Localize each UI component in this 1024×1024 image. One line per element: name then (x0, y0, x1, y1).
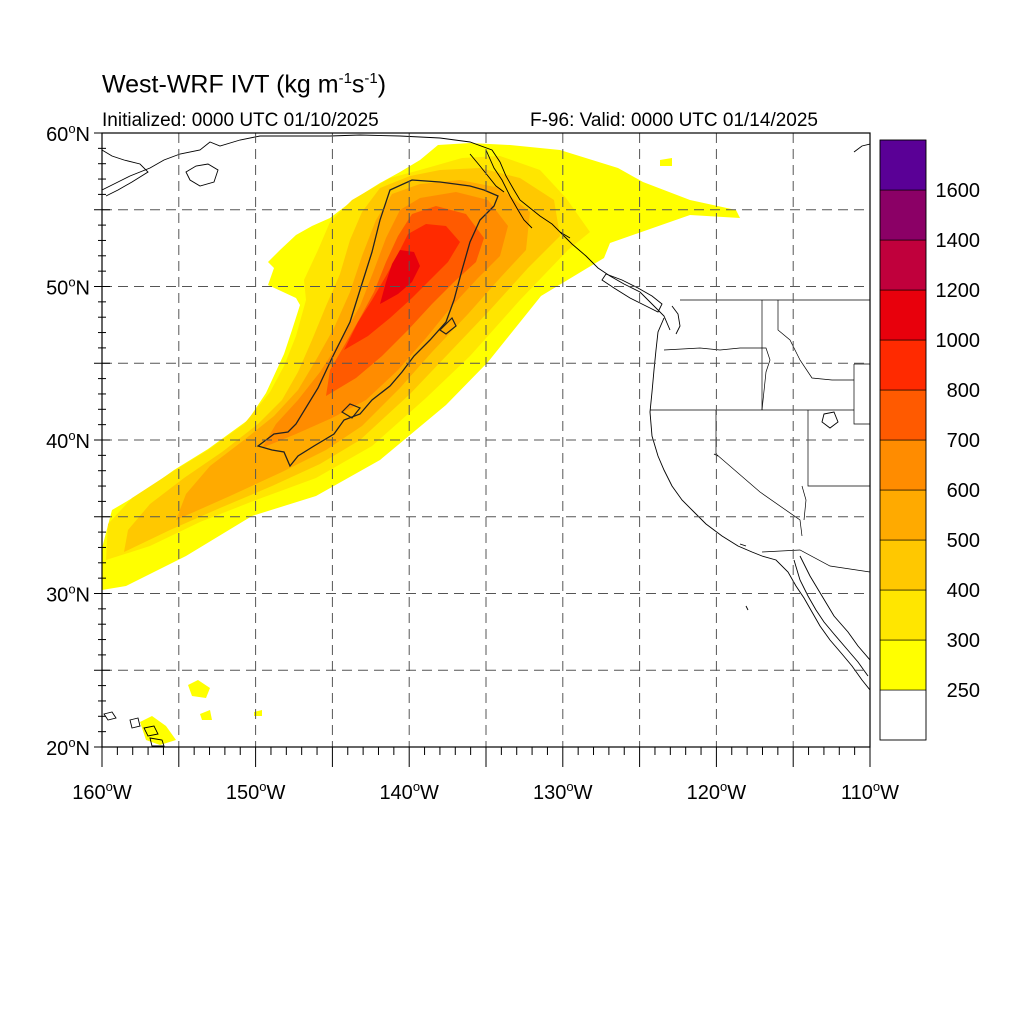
great-salt-lake (821, 411, 839, 429)
state-border (807, 410, 870, 487)
ivt-outline-inner (439, 316, 457, 335)
colorbar-bin (879, 139, 927, 191)
axis-ticks (94, 132, 871, 767)
colorbar-label: 1200 (936, 280, 981, 302)
state-border (777, 300, 854, 381)
colorbar-bin (879, 239, 927, 291)
colorbar-bin (879, 689, 927, 741)
colorbar-frame (879, 139, 927, 741)
hawaii-coast (149, 737, 165, 747)
colorbar-label: 600 (947, 480, 980, 502)
map-title: West-WRF IVT (kg m-1s-1) (102, 70, 387, 99)
ivt-contour-250-hawaii-1 (188, 680, 210, 698)
lat-tick-label: 40oN (46, 428, 90, 453)
lon-tick-label: 160oW (72, 779, 132, 804)
colorbar-bin (879, 539, 927, 591)
colorbar-label: 800 (947, 380, 980, 402)
lon-tick-label: 110oW (841, 779, 899, 804)
colorbar-bin (879, 639, 927, 691)
ivt-contour-250-hawaii-2 (140, 716, 176, 745)
hawaii-coast (103, 711, 117, 721)
mexico-border (761, 549, 870, 573)
colorbar-bin (879, 489, 927, 541)
ivt-contour-1000 (380, 250, 420, 304)
puget-sound (671, 305, 681, 335)
colorbar-label: 500 (947, 530, 980, 552)
us-coast (649, 317, 870, 691)
lat-tick-label: 50oN (46, 275, 90, 300)
colorbar-bin (879, 589, 927, 641)
colorbar-bin (879, 439, 927, 491)
hawaii-coast (129, 717, 141, 729)
coastlines (102, 134, 870, 747)
alaska-panhandle (469, 153, 505, 193)
vancouver-island (601, 273, 663, 313)
state-border (663, 347, 771, 411)
alaska-coast (102, 134, 571, 239)
colorbar-label: 300 (947, 630, 980, 652)
state-border (801, 485, 807, 521)
colorbar-label: 700 (947, 430, 980, 452)
colorbar-label: 1600 (936, 180, 981, 202)
colorbar-bin (879, 289, 927, 341)
graticule (102, 133, 870, 747)
ivt-contour-250-speck-3 (660, 158, 672, 166)
baja (793, 559, 869, 677)
colorbar-label: 1000 (936, 330, 981, 352)
alaska-islands (853, 143, 870, 153)
ivt-outline (256, 179, 499, 468)
colorbar-bin (879, 339, 927, 391)
initialized-time: Initialized: 0000 UTC 01/10/2025 (102, 110, 379, 131)
guadalupe (745, 605, 749, 611)
alaska-panhandle (485, 149, 533, 229)
alaska-coast (102, 149, 149, 197)
lat-tick-label: 30oN (46, 582, 90, 607)
lon-tick-label: 140oW (379, 779, 439, 804)
channel-islands (739, 543, 747, 547)
colorbar-label: 250 (947, 680, 980, 702)
valid-time: F-96: Valid: 0000 UTC 01/14/2025 (530, 110, 818, 131)
ivt-outline-inner (341, 403, 361, 419)
axis-labels: 160oW 150oW 140oW 130oW 120oW 110oW 60oN 50oN 40… (46, 121, 899, 804)
colorbar-bin (879, 189, 927, 241)
state-border (853, 363, 870, 425)
ivt-contour-250-speck-1 (200, 710, 212, 720)
lon-tick-label: 120oW (687, 779, 747, 804)
colorbar-label: 1400 (936, 230, 981, 252)
colorbar-label: 400 (947, 580, 980, 602)
lat-tick-label: 60oN (46, 121, 90, 146)
hawaii-coast (143, 725, 159, 737)
lat-tick-label: 20oN (46, 735, 90, 760)
alaska-islands (185, 163, 219, 187)
gulf-coast (799, 555, 870, 661)
colorbar-bin (879, 389, 927, 441)
lon-tick-label: 130oW (533, 779, 593, 804)
lon-tick-label: 150oW (226, 779, 286, 804)
colorbar: 250 300 400 500 600 700 800 1000 1200 1400 1600 (879, 139, 981, 741)
ivt-plume (102, 134, 870, 747)
